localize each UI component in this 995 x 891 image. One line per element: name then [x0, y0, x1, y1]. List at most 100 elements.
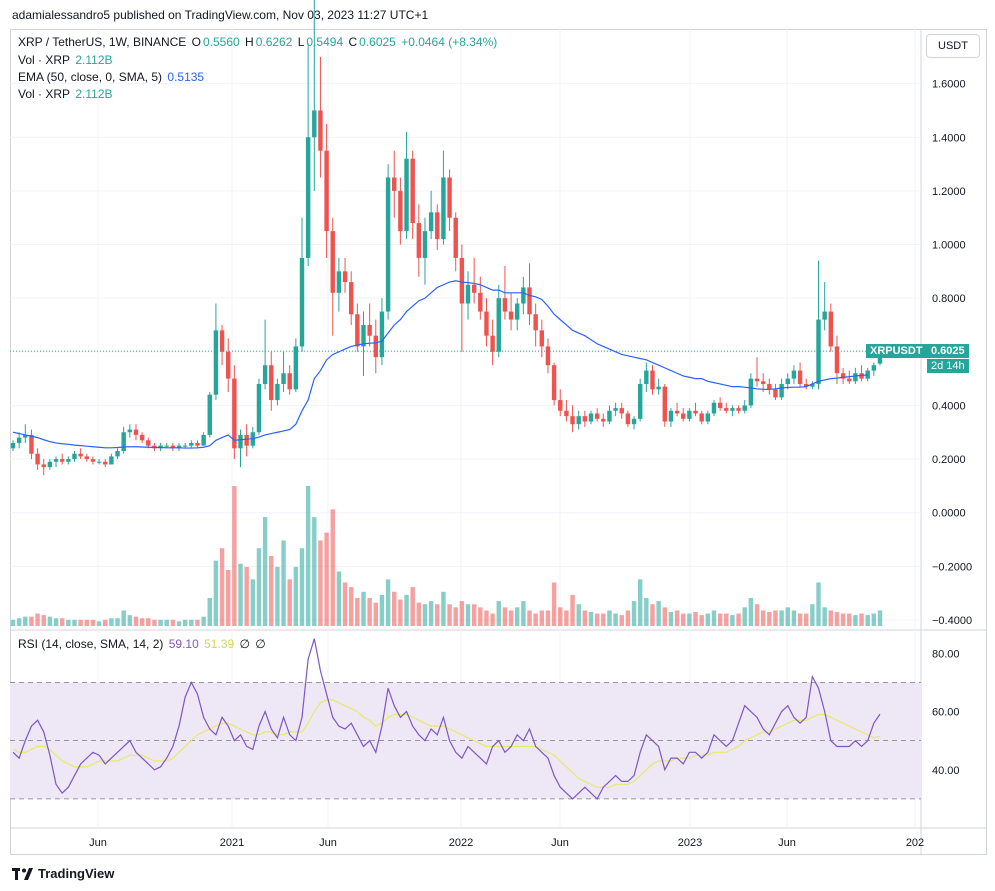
- candle-body: [281, 373, 286, 384]
- candle-body: [711, 402, 717, 414]
- volume-bar: [47, 616, 53, 626]
- volume-bar: [182, 619, 188, 626]
- legend-vol1-value: 2.112B: [75, 53, 113, 67]
- candle-body: [754, 378, 760, 382]
- candle-body: [428, 212, 434, 232]
- volume-bar: [176, 621, 182, 626]
- candle-body: [96, 461, 102, 463]
- candle-body: [367, 324, 372, 336]
- candle-body: [23, 434, 28, 438]
- candle-body: [355, 314, 360, 347]
- candle-body: [170, 445, 176, 449]
- candle-body: [392, 177, 397, 191]
- volume-bar: [637, 579, 643, 626]
- candle-body: [613, 408, 618, 411]
- candle-body: [139, 434, 145, 441]
- candle-body: [508, 311, 514, 320]
- volume-bar: [773, 610, 778, 626]
- chart-frame[interactable]: [10, 29, 987, 855]
- volume-bar: [392, 591, 397, 626]
- candle-body: [514, 303, 520, 320]
- countdown-tag: 2d 14h: [927, 359, 969, 373]
- candle-body: [207, 394, 212, 435]
- candle-body: [674, 410, 680, 414]
- volume-bar: [219, 548, 225, 626]
- volume-bar: [318, 540, 323, 626]
- candle-body: [244, 434, 249, 446]
- rsi-tick-label: 40.00: [932, 765, 960, 777]
- volume-bar: [662, 607, 668, 626]
- candle-body: [699, 413, 704, 422]
- volume-bar: [877, 610, 883, 626]
- volume-bar: [53, 618, 59, 626]
- volume-bar: [533, 613, 538, 626]
- volume-bar: [96, 621, 102, 626]
- volume-bar: [404, 594, 409, 626]
- candle-body: [570, 416, 575, 425]
- volume-bar: [275, 566, 280, 626]
- volume-bar: [601, 613, 606, 626]
- price-tick-label: 0.4000: [932, 400, 966, 412]
- volume-bar: [797, 613, 803, 626]
- candle-body: [182, 445, 188, 447]
- volume-bar: [478, 607, 483, 626]
- legend-rsi-extra-2: ∅: [255, 637, 266, 651]
- price-tick-label: 1.4000: [932, 132, 966, 144]
- candle-body: [539, 330, 545, 347]
- volume-bar: [41, 615, 46, 626]
- price-tick-label: 1.2000: [932, 186, 966, 198]
- price-tick-label: 1.6000: [932, 79, 966, 91]
- candle-body: [625, 413, 631, 425]
- volume-bar: [859, 613, 864, 626]
- volume-bar: [767, 612, 772, 626]
- volume-bar: [570, 594, 575, 626]
- legend-ema-value: 0.5135: [167, 70, 205, 84]
- candle-body: [834, 346, 840, 374]
- rsi-tick-label: 80.00: [932, 648, 960, 660]
- candle-body: [594, 413, 600, 419]
- volume-bar: [109, 618, 114, 626]
- volume-bar: [631, 601, 637, 626]
- volume-bar: [348, 587, 354, 626]
- volume-bar: [527, 610, 532, 626]
- volume-bar: [16, 618, 22, 626]
- candle-body: [379, 311, 385, 358]
- volume-bar: [748, 598, 754, 626]
- volume-bar: [514, 607, 520, 626]
- volume-bar: [871, 613, 877, 626]
- candle-body: [644, 370, 649, 384]
- symbol-tag: XRPUSDT: [866, 344, 927, 358]
- candle-body: [496, 298, 501, 352]
- time-tick-label: 2022: [449, 837, 473, 849]
- volume-bar: [760, 610, 766, 626]
- candle-body: [705, 413, 711, 422]
- volume-bar: [847, 613, 852, 626]
- candle-body: [201, 434, 206, 446]
- volume-bar: [496, 601, 501, 626]
- candle-body: [637, 383, 643, 419]
- volume-bar: [385, 579, 391, 626]
- candle-body: [53, 459, 59, 462]
- candle-body: [803, 383, 809, 387]
- volume-bar: [324, 532, 329, 626]
- currency-unit-button[interactable]: USDT: [926, 34, 980, 58]
- candle-body: [41, 464, 46, 468]
- volume-bar: [189, 619, 194, 626]
- legend-rsi-ma-value: 51.39: [204, 637, 235, 651]
- volume-bar: [828, 610, 834, 626]
- volume-bar: [127, 615, 133, 626]
- rsi-line: [12, 638, 881, 800]
- candle-body: [189, 442, 194, 446]
- volume-bar: [293, 566, 299, 626]
- time-tick-label: Jun: [89, 837, 107, 849]
- volume-bar: [736, 613, 741, 626]
- volume-bar: [754, 604, 760, 626]
- volume-bar: [699, 615, 704, 626]
- volume-bar: [281, 540, 286, 626]
- candle-body: [687, 410, 692, 419]
- legend-main: XRP / TetherUS, 1W, BINANCE O 0.5560 H 0.6…: [18, 35, 499, 49]
- volume-bar: [779, 610, 784, 626]
- candle-body: [748, 378, 754, 406]
- volume-bar: [66, 619, 71, 626]
